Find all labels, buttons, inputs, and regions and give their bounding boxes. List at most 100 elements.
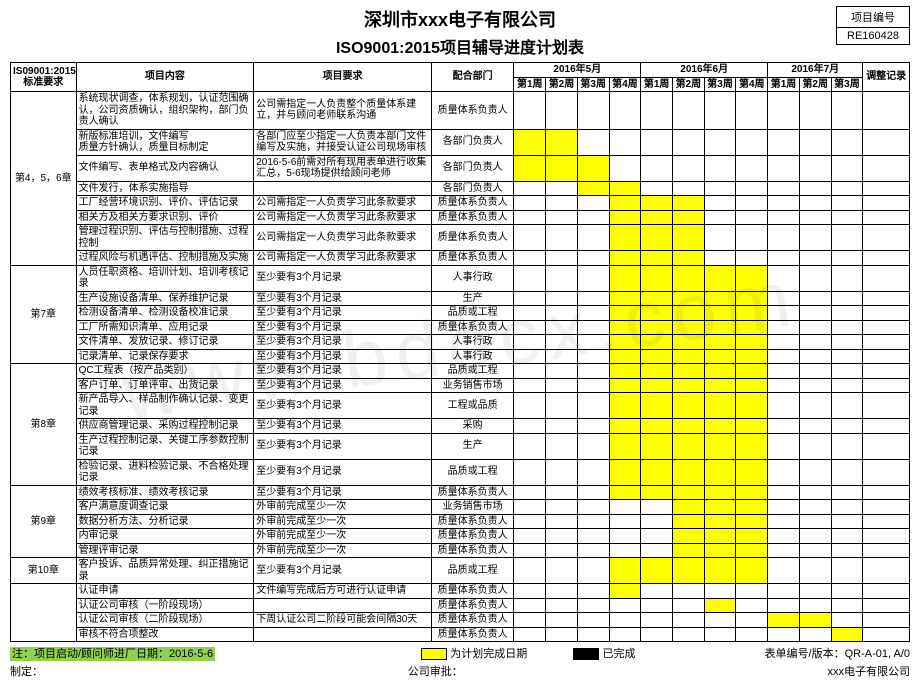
week-cell [704,291,736,306]
req-cell: 至少要有3个月记录 [254,320,432,335]
week-cell [704,251,736,266]
week-cell [609,584,641,599]
week-cell [704,306,736,321]
week-cell [641,433,673,459]
adjust-cell [863,251,910,266]
week-cell [546,306,578,321]
week-cell [799,393,831,419]
week-cell [577,291,609,306]
week-cell [736,514,768,529]
req-cell: 公司需指定一人负责学习此条款要求 [254,196,432,211]
week-cell [736,543,768,558]
dept-cell: 质量体系负责人 [431,584,513,599]
table-row: 数据分析方法、分析记录外审前完成至少一次质量体系负责人 [11,514,910,529]
table-row: 记录清单、记录保存要求至少要有3个月记录人事行政 [11,349,910,364]
dept-cell: 质量体系负责人 [431,598,513,613]
content-cell: 审核不符合项整改 [76,627,254,642]
content-cell: 新版标准培训，文件编写质量方针确认，质量目标制定 [76,129,254,155]
week-cell [831,265,863,291]
week-cell [831,349,863,364]
week-cell [704,92,736,130]
week-cell [831,129,863,155]
content-cell: 工厂所需知识清单、应用记录 [76,320,254,335]
week-cell [672,514,704,529]
week-cell [514,485,546,500]
table-row: 文件编写、表单格式及内容确认2016-5-6前需对所有现用表单进行收集汇总，5-… [11,155,910,181]
week-cell [641,598,673,613]
week-cell [577,155,609,181]
col-std: IS09001:2015标准要求 [11,63,77,92]
week-cell [831,92,863,130]
req-cell: 公司需指定一人负责整个质量体系建立，并与顾问老师联系沟通 [254,92,432,130]
week-cell [768,514,800,529]
week-cell [514,306,546,321]
req-cell [254,598,432,613]
week-cell [831,155,863,181]
table-row: 相关方及相关方要求识别、评价公司需指定一人负责学习此条款要求质量体系负责人 [11,210,910,225]
week-cell [768,543,800,558]
week-cell [641,613,673,628]
week-cell [799,514,831,529]
week-cell [546,500,578,515]
week-cell [514,433,546,459]
week-cell [546,92,578,130]
week-cell [831,210,863,225]
dept-cell: 质量体系负责人 [431,196,513,211]
week-cell [736,129,768,155]
req-cell: 各部门应至少指定一人负责本部门文件编写及实施，并接受认证公司现场审核 [254,129,432,155]
table-row: 工厂所需知识清单、应用记录至少要有3个月记录质量体系负责人 [11,320,910,335]
week-cell [672,306,704,321]
week-cell [641,627,673,642]
week-cell [704,419,736,434]
week-cell [768,291,800,306]
adjust-cell [863,584,910,599]
req-cell: 下周认证公司二阶段可能会间隔30天 [254,613,432,628]
week-cell [546,543,578,558]
week-cell [672,155,704,181]
std-cell: 第4，5，6章 [11,92,77,266]
content-cell: 认证公司审核（一阶段现场） [76,598,254,613]
col-week: 第2周 [799,77,831,92]
week-cell [546,181,578,196]
dept-cell: 质量体系负责人 [431,529,513,544]
week-cell [831,485,863,500]
week-cell [736,291,768,306]
col-req: 项目要求 [254,63,432,92]
content-cell: 认证申请 [76,584,254,599]
col-week: 第3周 [577,77,609,92]
week-cell [736,485,768,500]
week-cell [831,514,863,529]
week-cell [577,378,609,393]
week-cell [831,378,863,393]
legend-planned-swatch [421,648,447,660]
week-cell [672,598,704,613]
table-row: 第7章人员任职资格、培训计划、培训考核记录至少要有3个月记录人事行政 [11,265,910,291]
dept-cell: 质量体系负责人 [431,514,513,529]
col-week: 第3周 [704,77,736,92]
week-cell [672,225,704,251]
week-cell [577,306,609,321]
week-cell [704,349,736,364]
week-cell [736,306,768,321]
week-cell [704,529,736,544]
week-cell [609,627,641,642]
content-cell: 生产设施设备清单、保养维护记录 [76,291,254,306]
week-cell [736,529,768,544]
adjust-cell [863,529,910,544]
week-cell [546,265,578,291]
week-cell [546,419,578,434]
week-cell [736,181,768,196]
week-cell [768,320,800,335]
week-cell [577,613,609,628]
adjust-cell [863,433,910,459]
table-row: 第9章绩效考核标准、绩效考核记录至少要有3个月记录质量体系负责人 [11,485,910,500]
req-cell: 至少要有3个月记录 [254,265,432,291]
col-dept: 配合部门 [431,63,513,92]
content-cell: 内审记录 [76,529,254,544]
week-cell [704,129,736,155]
table-row: 管理过程识别、评估与控制措施、过程控制公司需指定一人负责学习此条款要求质量体系负… [11,225,910,251]
week-cell [736,92,768,130]
week-cell [704,181,736,196]
content-cell: 文件清单、发放记录、修订记录 [76,335,254,350]
content-cell: 新产品导入、样品制作确认记录、变更记录 [76,393,254,419]
